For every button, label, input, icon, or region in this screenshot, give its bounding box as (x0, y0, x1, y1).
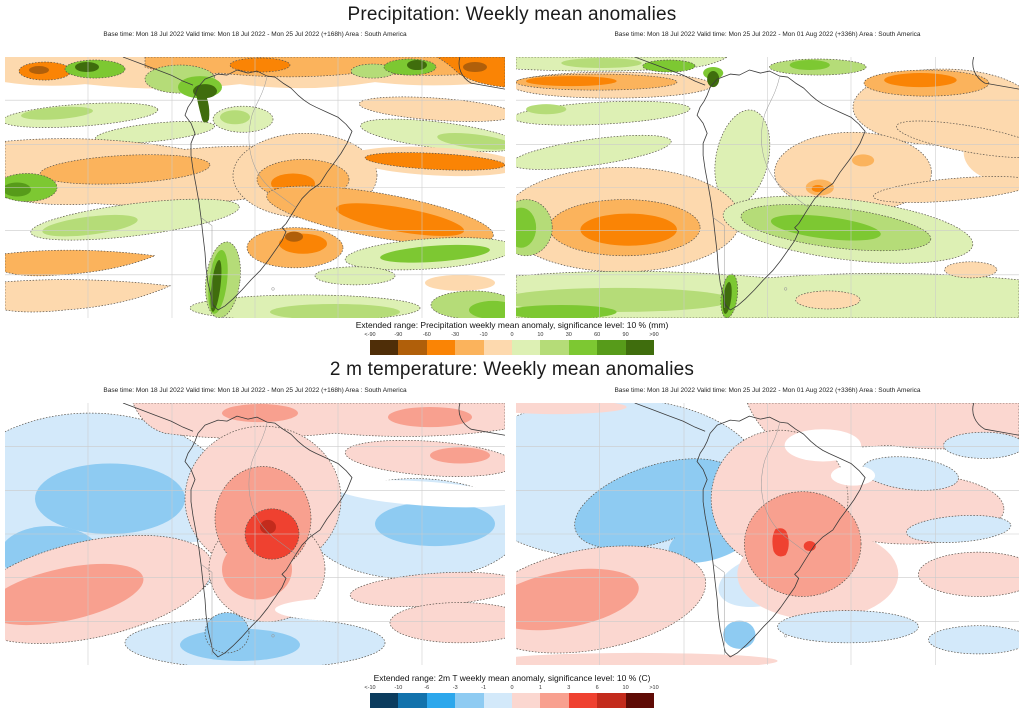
anomaly-field (5, 57, 505, 318)
colorbar-tick-label: -60 (422, 332, 431, 338)
precipitation-title: Precipitation: Weekly mean anomalies (347, 4, 677, 25)
colorbar-tick-label: 10 (622, 685, 629, 691)
colorbar-tick-label: -1 (481, 685, 487, 691)
colorbar-tick-label: 60 (594, 332, 601, 338)
colorbar-cell (597, 693, 626, 708)
colorbar-tick-label: 6 (595, 685, 599, 691)
colorbar-cell (370, 340, 399, 355)
colorbar-tick-label: 0 (510, 332, 514, 338)
colorbar-tick-label: >10 (649, 685, 659, 691)
anomaly-field (516, 57, 1019, 318)
precip-week2-caption: Base time: Mon 18 Jul 2022 Valid time: M… (614, 31, 921, 38)
colorbar-tick-label: 0 (510, 685, 514, 691)
colorbar-tick-label: 3 (567, 685, 571, 691)
colorbar-cell (455, 340, 484, 355)
anomaly-field (516, 403, 1019, 665)
colorbar-cell (370, 693, 399, 708)
anomaly-field (5, 403, 505, 665)
colorbar-cell (426, 693, 456, 708)
precip-colorbar (370, 340, 655, 355)
colorbar-tick-label: -3 (452, 685, 458, 691)
precip-week1-caption: Base time: Mon 18 Jul 2022 Valid time: M… (103, 31, 407, 38)
colorbar-cell (483, 340, 513, 355)
colorbar-tick-label: 10 (537, 332, 544, 338)
colorbar-tick-label: 1 (538, 685, 542, 691)
colorbar-cell (540, 340, 569, 355)
colorbar-cell (625, 340, 655, 355)
colorbar-cell (597, 340, 626, 355)
precip-legend-ticks: <-90 -90 -60 -30 -10 0 10 30 60 90 >90 (364, 332, 658, 339)
colorbar-cell (455, 693, 484, 708)
colorbar-cell (426, 340, 456, 355)
precip-week1-map (5, 57, 505, 318)
temp-legend-ticks: <-10 -10 -6 -3 -1 0 1 3 6 10 >10 (364, 685, 658, 692)
colorbar-tick-label: 90 (622, 332, 629, 338)
colorbar-tick-label: >90 (649, 332, 659, 338)
temperature-title: 2 m temperature: Weekly mean anomalies (329, 359, 695, 380)
colorbar-cell (540, 693, 569, 708)
colorbar-cell (568, 340, 598, 355)
colorbar-cell (512, 340, 541, 355)
colorbar-cell (568, 693, 598, 708)
colorbar-cell (512, 693, 541, 708)
temp-colorbar (370, 693, 655, 708)
colorbar-tick-label: <-90 (364, 332, 376, 338)
precip-legend-label: Extended range: Precipitation weekly mea… (355, 320, 669, 330)
colorbar-cell (483, 693, 513, 708)
colorbar-cell (398, 693, 427, 708)
colorbar-tick-label: -6 (424, 685, 430, 691)
colorbar-tick-label: -10 (394, 685, 403, 691)
temp-week2-caption: Base time: Mon 18 Jul 2022 Valid time: M… (614, 387, 921, 394)
colorbar-tick-label: 30 (565, 332, 572, 338)
colorbar-tick-label: -30 (451, 332, 460, 338)
colorbar-tick-label: <-10 (364, 685, 376, 691)
colorbar-tick-label: -10 (479, 332, 488, 338)
colorbar-cell (398, 340, 427, 355)
colorbar-cell (625, 693, 655, 708)
temp-week1-caption: Base time: Mon 18 Jul 2022 Valid time: M… (103, 387, 407, 394)
temp-week1-map (5, 403, 505, 665)
temp-week2-map (516, 403, 1019, 665)
temp-legend-label: Extended range: 2m T weekly mean anomaly… (373, 673, 651, 683)
precip-week2-map (516, 57, 1019, 318)
colorbar-tick-label: -90 (394, 332, 403, 338)
